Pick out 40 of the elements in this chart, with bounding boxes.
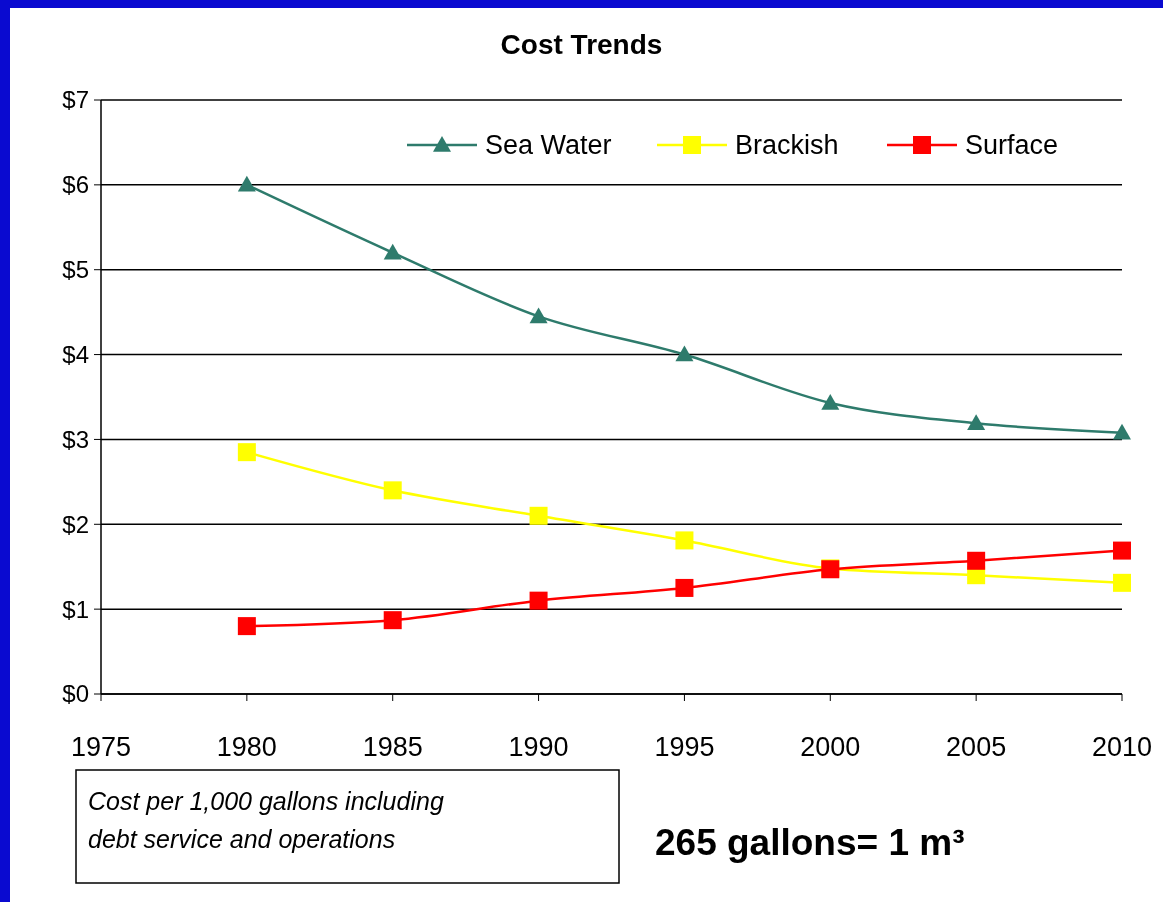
y-tick-label: $4 [62, 340, 89, 368]
point [237, 175, 256, 192]
x-tick-label: 1980 [216, 732, 277, 762]
x-tick-label: 1985 [362, 732, 423, 762]
y-tick-label: $1 [62, 595, 89, 623]
point [529, 307, 548, 324]
point [529, 591, 548, 610]
point [383, 243, 402, 260]
point [383, 481, 402, 500]
point [529, 506, 548, 525]
y-tick-label: $3 [62, 425, 89, 453]
legend-label: Brackish [735, 130, 839, 161]
x-tick-label: 1995 [654, 732, 715, 762]
point [1113, 573, 1131, 592]
point [675, 345, 694, 362]
point [967, 551, 986, 570]
point [675, 578, 694, 597]
point [821, 393, 840, 410]
point [1113, 541, 1131, 560]
y-tick-label: $6 [62, 171, 89, 199]
y-tick-label: $5 [62, 256, 89, 284]
chart-title: Cost Trends [500, 29, 663, 60]
point [1113, 423, 1131, 440]
text: Cost per 1,000 gallons including debt service and operations [88, 787, 444, 853]
point [967, 414, 986, 431]
x-tick-label: 1990 [508, 732, 569, 762]
point [675, 531, 694, 550]
point [237, 617, 256, 636]
x-tick-label: 2010 [1091, 732, 1153, 762]
point [237, 443, 256, 462]
text: 265 gallons= 1 m³ [655, 822, 965, 863]
x-tick-label: 2000 [800, 732, 861, 762]
y-tick-label: $0 [62, 680, 89, 708]
legend-label: Sea Water [485, 130, 612, 161]
x-tick-label: 2005 [946, 732, 1007, 762]
y-tick-label: $7 [62, 86, 89, 114]
point [383, 611, 402, 630]
y-tick-label: $2 [62, 510, 89, 538]
legend-label: Surface [965, 130, 1059, 161]
x-tick-label: 1975 [70, 732, 132, 762]
